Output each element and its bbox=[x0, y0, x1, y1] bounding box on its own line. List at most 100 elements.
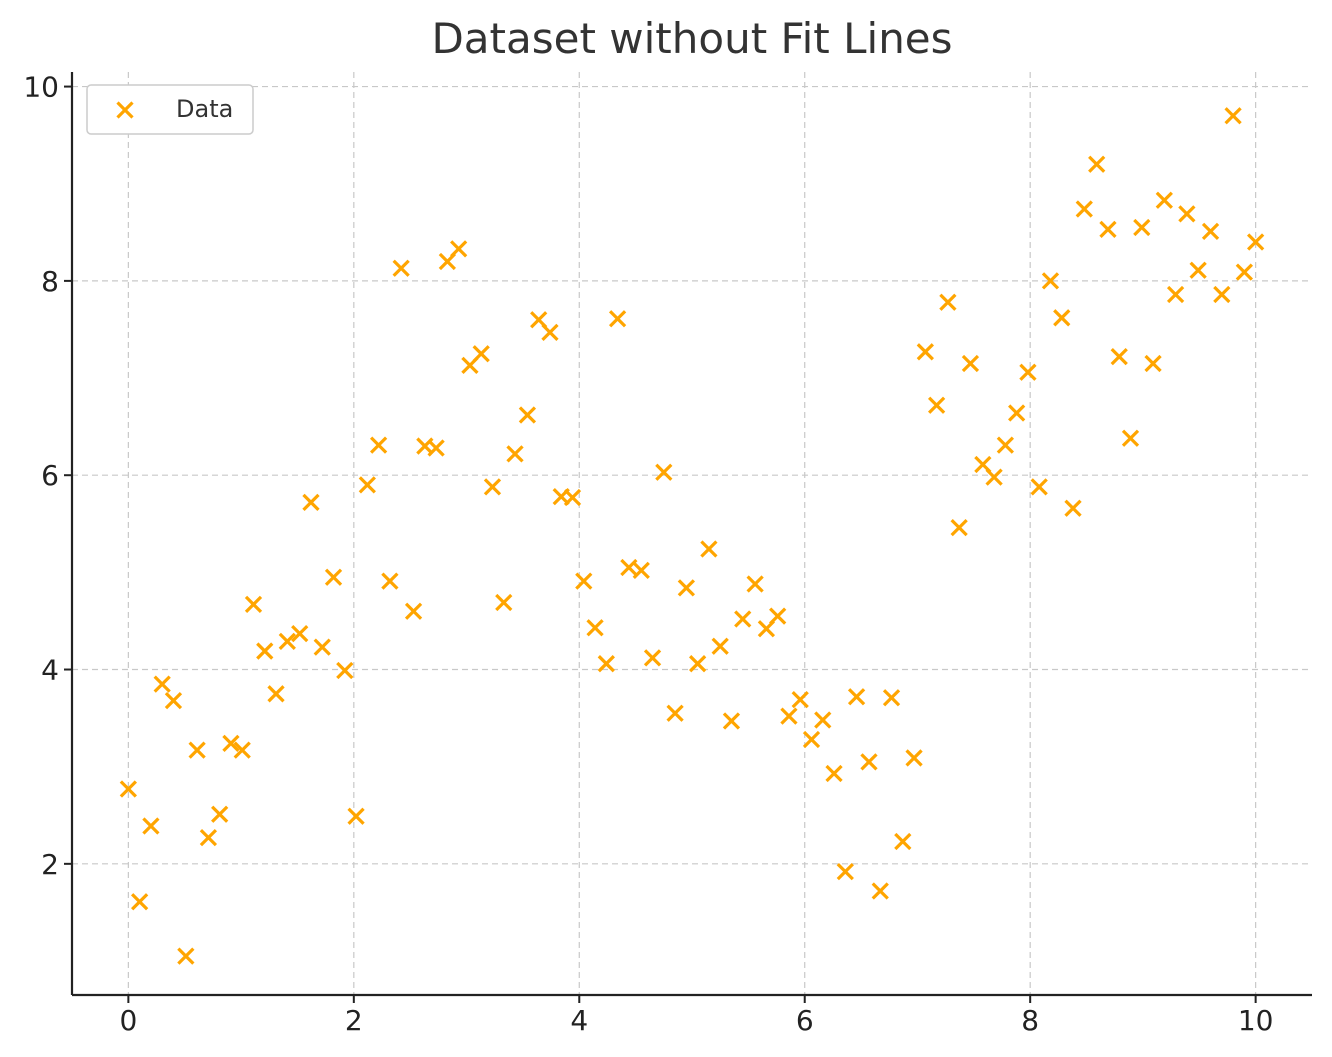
data-point bbox=[1099, 220, 1117, 239]
data-point bbox=[643, 649, 662, 667]
y-tick-label: 6 bbox=[41, 459, 59, 492]
y-tick-label: 10 bbox=[23, 71, 59, 104]
x-axis-ticks: 0 2 4 6 8 10 bbox=[119, 995, 1273, 1037]
data-point bbox=[825, 764, 843, 783]
data-point bbox=[392, 259, 410, 277]
x-tick-label: 4 bbox=[570, 1004, 588, 1037]
data-point bbox=[586, 619, 604, 637]
data-point bbox=[608, 310, 627, 328]
data-point bbox=[222, 734, 240, 752]
data-point bbox=[164, 691, 183, 710]
data-point bbox=[711, 637, 729, 655]
data-point bbox=[1019, 363, 1037, 381]
data-point bbox=[871, 882, 889, 900]
data-point bbox=[905, 749, 923, 767]
legend: Data bbox=[86, 84, 254, 135]
data-point bbox=[575, 572, 593, 590]
data-point bbox=[199, 828, 218, 847]
data-point bbox=[188, 741, 206, 759]
data-point bbox=[313, 638, 331, 656]
data-point bbox=[131, 893, 149, 911]
data-point bbox=[518, 406, 537, 424]
data-point bbox=[689, 655, 707, 673]
data-point bbox=[939, 293, 957, 311]
data-point bbox=[1224, 107, 1242, 125]
data-point bbox=[450, 240, 468, 258]
data-point bbox=[278, 632, 296, 650]
data-point bbox=[347, 807, 365, 825]
y-tick-label: 8 bbox=[41, 265, 59, 298]
data-point bbox=[632, 561, 650, 580]
data-point bbox=[495, 593, 513, 612]
data-point bbox=[985, 468, 1003, 486]
data-point bbox=[541, 323, 559, 342]
y-tick-label: 2 bbox=[41, 848, 59, 881]
data-point bbox=[211, 805, 229, 823]
data-point bbox=[404, 602, 423, 620]
data-point bbox=[563, 488, 582, 507]
data-point bbox=[1201, 222, 1220, 240]
data-point bbox=[746, 575, 764, 593]
data-point bbox=[1075, 200, 1093, 218]
data-point bbox=[381, 572, 399, 590]
legend-box bbox=[86, 84, 254, 135]
data-point bbox=[996, 436, 1015, 454]
data-point bbox=[427, 439, 445, 457]
data-point bbox=[769, 607, 787, 625]
data-point bbox=[620, 558, 638, 577]
data-point bbox=[1008, 404, 1026, 422]
data-point bbox=[894, 832, 912, 851]
data-point bbox=[734, 610, 752, 628]
data-point bbox=[1235, 263, 1253, 281]
data-point bbox=[336, 661, 354, 680]
data-point bbox=[358, 476, 376, 494]
data-point bbox=[472, 345, 490, 363]
data-point bbox=[791, 691, 809, 709]
data-point bbox=[324, 568, 343, 586]
data-point bbox=[814, 711, 832, 729]
data-point bbox=[1247, 233, 1265, 251]
data-point bbox=[256, 642, 274, 660]
chart-title: Dataset without Fit Lines bbox=[431, 14, 952, 63]
data-point bbox=[836, 862, 854, 881]
x-tick-label: 10 bbox=[1238, 1004, 1274, 1037]
data-point bbox=[1213, 285, 1231, 304]
data-point bbox=[506, 445, 524, 463]
data-point bbox=[483, 478, 502, 496]
data-point bbox=[1030, 478, 1048, 496]
data-point bbox=[847, 688, 866, 706]
y-tick-label: 4 bbox=[41, 654, 59, 687]
grid-lines bbox=[72, 72, 1312, 995]
x-tick-label: 8 bbox=[1021, 1004, 1039, 1037]
data-point bbox=[233, 741, 251, 759]
data-point bbox=[927, 396, 946, 414]
data-point bbox=[1110, 348, 1128, 366]
y-axis-ticks: 2 4 6 8 10 bbox=[23, 71, 72, 881]
data-point bbox=[291, 624, 309, 643]
data-point bbox=[860, 753, 878, 771]
data-point bbox=[677, 579, 695, 597]
data-point bbox=[1088, 155, 1106, 173]
data-point bbox=[780, 707, 798, 725]
data-point bbox=[1053, 309, 1071, 327]
data-points bbox=[119, 107, 1265, 965]
data-point bbox=[142, 817, 160, 835]
legend-marker-x bbox=[116, 101, 134, 119]
data-point bbox=[882, 689, 901, 707]
data-point bbox=[369, 436, 388, 454]
x-tick-label: 0 bbox=[119, 1004, 137, 1037]
data-point bbox=[1121, 429, 1140, 447]
data-point bbox=[961, 354, 980, 373]
data-point bbox=[950, 519, 968, 537]
data-point bbox=[1166, 285, 1185, 304]
data-point bbox=[722, 712, 741, 730]
data-point bbox=[655, 463, 673, 481]
data-point bbox=[1133, 218, 1151, 237]
data-point bbox=[666, 704, 684, 722]
data-point bbox=[1064, 499, 1082, 517]
data-point bbox=[597, 655, 615, 673]
legend-label: Data bbox=[176, 95, 233, 123]
data-point bbox=[1189, 261, 1207, 279]
data-point bbox=[916, 343, 934, 361]
